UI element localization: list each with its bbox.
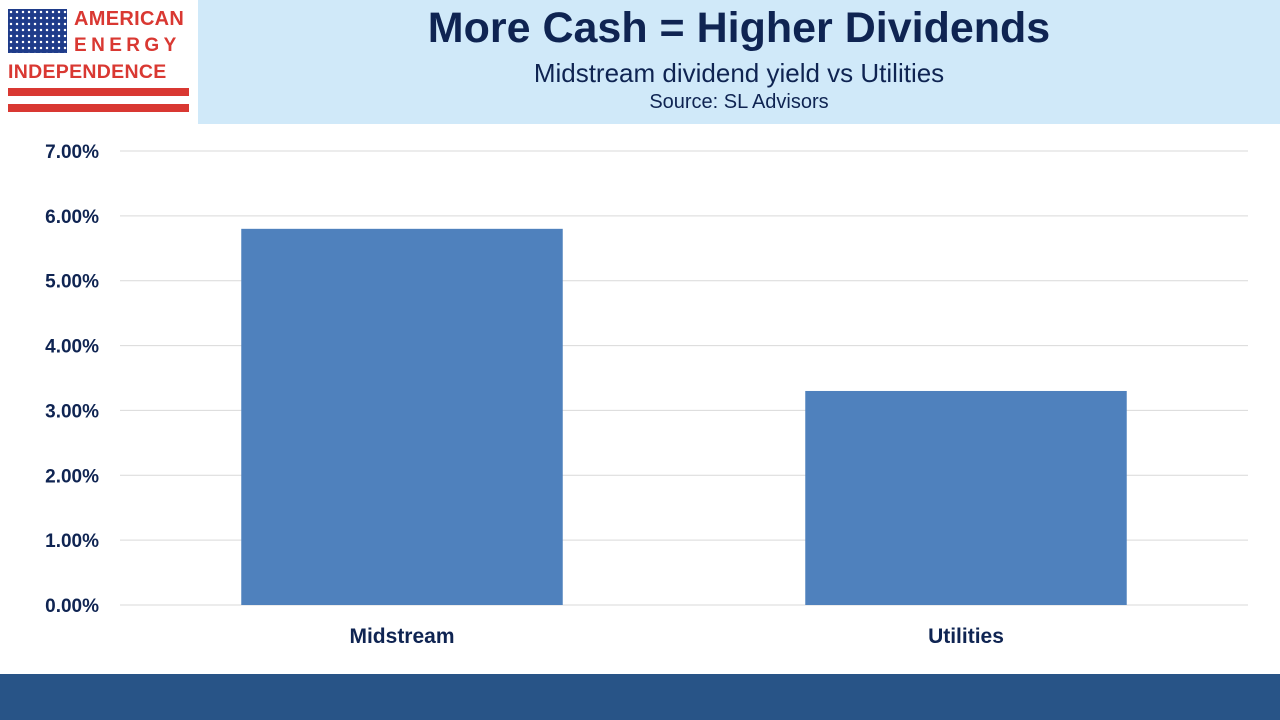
- y-tick-label: 3.00%: [45, 401, 99, 422]
- x-tick-label: Midstream: [349, 625, 454, 648]
- footer-bar: [0, 674, 1280, 720]
- y-tick-label: 1.00%: [45, 531, 99, 552]
- logo: AMERICAN ENERGY INDEPENDENCE: [0, 0, 196, 124]
- title-banner: More Cash = Higher Dividends Midstream d…: [198, 0, 1280, 124]
- source-note: Source: SL Advisors: [649, 91, 829, 113]
- y-tick-label: 4.00%: [45, 337, 99, 358]
- chart-area: 0.00% 1.00% 2.00% 3.00% 4.00% 5.00% 6.00% 7.00%…: [0, 124, 1280, 674]
- bar-chart: 0.00% 1.00% 2.00% 3.00% 4.00% 5.00% 6.00% 7.00%…: [45, 142, 1248, 648]
- logo-stripe: [8, 104, 189, 112]
- logo-text-independence: INDEPENDENCE: [8, 61, 167, 83]
- logo-stripe: [8, 88, 189, 96]
- x-tick-label: Utilities: [928, 625, 1004, 648]
- page-title: More Cash = Higher Dividends: [427, 4, 1051, 52]
- y-tick-label: 0.00%: [45, 596, 99, 617]
- logo-text-american: AMERICAN: [74, 8, 185, 30]
- y-tick-label: 7.00%: [45, 142, 99, 163]
- page-subtitle: Midstream dividend yield vs Utilities: [533, 58, 945, 88]
- y-tick-label: 2.00%: [45, 466, 99, 487]
- us-flag-icon: [8, 9, 67, 53]
- bar-midstream: [241, 228, 563, 605]
- y-tick-label: 6.00%: [45, 207, 99, 228]
- logo-text-energy: ENERGY: [74, 35, 181, 56]
- bar-utilities: [805, 390, 1127, 605]
- y-tick-label: 5.00%: [45, 272, 99, 293]
